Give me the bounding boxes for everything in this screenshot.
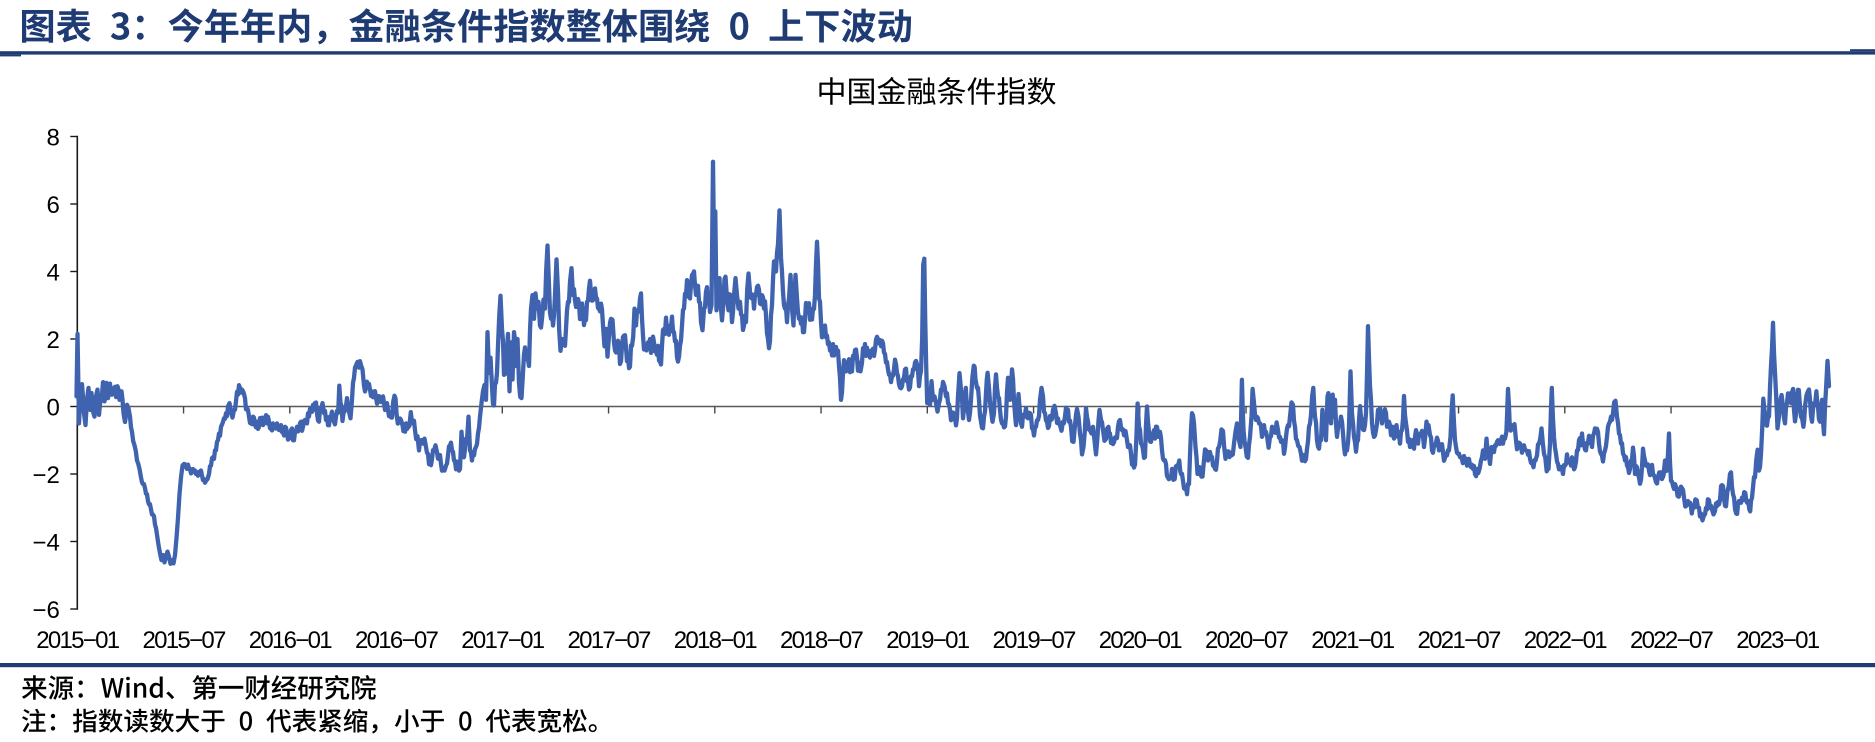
svg-text:4: 4: [46, 260, 59, 287]
svg-text:2022−07: 2022−07: [1630, 627, 1714, 654]
svg-text:2018−07: 2018−07: [780, 627, 864, 654]
svg-text:8: 8: [46, 125, 59, 152]
svg-text:2020−01: 2020−01: [1099, 627, 1183, 654]
svg-text:2023−01: 2023−01: [1736, 627, 1820, 654]
svg-text:6: 6: [46, 192, 59, 219]
svg-text:2017−07: 2017−07: [567, 627, 651, 654]
svg-text:2022−01: 2022−01: [1524, 627, 1608, 654]
svg-text:2015−07: 2015−07: [142, 627, 226, 654]
svg-text:−4: −4: [32, 530, 59, 557]
svg-text:2019−07: 2019−07: [992, 627, 1076, 654]
svg-text:2016−07: 2016−07: [355, 627, 439, 654]
svg-text:2017−01: 2017−01: [461, 627, 545, 654]
svg-text:−6: −6: [32, 597, 59, 624]
svg-text:2016−01: 2016−01: [249, 627, 333, 654]
svg-text:2018−01: 2018−01: [674, 627, 758, 654]
svg-text:2019−01: 2019−01: [886, 627, 970, 654]
svg-text:2015−01: 2015−01: [36, 627, 120, 654]
svg-text:−2: −2: [32, 462, 59, 489]
svg-text:2: 2: [46, 327, 59, 354]
svg-text:2021−07: 2021−07: [1417, 627, 1501, 654]
svg-text:0: 0: [46, 395, 59, 422]
svg-text:2020−07: 2020−07: [1205, 627, 1289, 654]
svg-text:2021−01: 2021−01: [1311, 627, 1395, 654]
